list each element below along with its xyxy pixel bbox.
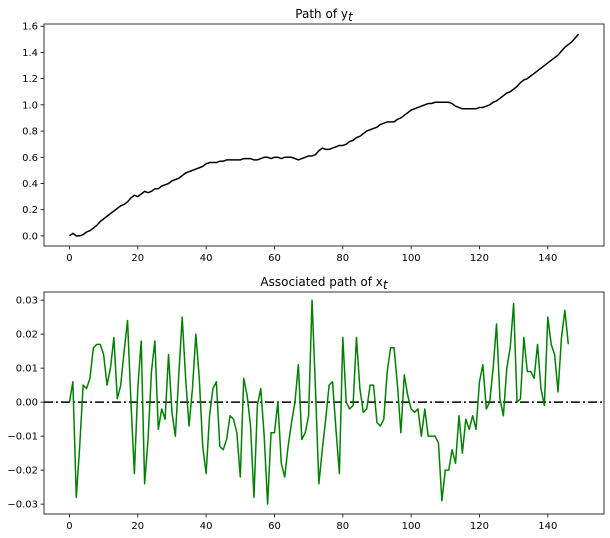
x-tick-label: 0 (66, 253, 72, 264)
y-tick-label: −0.03 (7, 500, 38, 511)
series-line (68, 33, 580, 237)
chart-path-of-y: Path of yt 0 20 40 60 80 100 120 140 0.0 0.2 0.4 0.… (22, 7, 605, 264)
x-tick-label: 120 (470, 521, 489, 532)
y-tick-label: 1.2 (22, 74, 38, 85)
y-tick-label: 0.01 (16, 364, 38, 375)
chart-title-subscript: t (383, 278, 389, 292)
x-tick-label: 40 (200, 253, 213, 264)
y-tick-label: 0.02 (16, 330, 38, 341)
y-tick-label: 0.03 (16, 296, 38, 307)
x-tick-label: 80 (336, 253, 349, 264)
x-tick-label: 60 (268, 253, 281, 264)
y-tick-label: 0.6 (22, 153, 38, 164)
chart-title-text: Associated path of x (260, 275, 382, 289)
y-tick-label: 0.4 (22, 179, 38, 190)
x-tick-label: 20 (131, 253, 144, 264)
x-tick-label: 20 (131, 521, 144, 532)
y-tick-label: −0.01 (7, 432, 38, 443)
x-tick-label: 0 (66, 521, 72, 532)
chart-title: Associated path of xt (260, 275, 388, 292)
chart-title-text: Path of y (295, 7, 348, 21)
x-tick-label: 100 (402, 253, 421, 264)
y-tick-label: 0.00 (16, 398, 38, 409)
y-tick-label: 1.6 (22, 22, 38, 33)
y-tick-label: 1.4 (22, 48, 38, 59)
chart-title-subscript: t (348, 10, 354, 24)
plot-frame (43, 23, 605, 247)
x-tick-label: 120 (470, 253, 489, 264)
x-tick-label: 60 (268, 521, 281, 532)
axis-ticks: 0 20 40 60 80 100 120 140 −0.03 −0.02 −0.01 0.00 0.0… (7, 296, 557, 532)
chart-associated-path-of-x: Associated path of xt 0 20 40 60 80 100 120 140… (7, 275, 605, 532)
series-points (69, 34, 579, 236)
x-tick-label: 140 (538, 253, 557, 264)
x-tick-label: 140 (538, 521, 557, 532)
series-points (69, 300, 569, 505)
y-tick-label: 0.2 (22, 205, 38, 216)
plot-frame (43, 291, 605, 515)
x-tick-label: 40 (200, 521, 213, 532)
y-tick-label: −0.02 (7, 466, 38, 477)
y-tick-label: 0.8 (22, 127, 38, 138)
y-tick-label: 0.0 (22, 231, 38, 242)
axis-ticks: 0 20 40 60 80 100 120 140 0.0 0.2 0.4 0.6 0.8 1.0 1.2 1… (22, 22, 557, 264)
x-tick-label: 80 (336, 521, 349, 532)
x-tick-label: 100 (402, 521, 421, 532)
chart-title: Path of yt (295, 7, 354, 24)
y-tick-label: 1.0 (22, 100, 38, 111)
